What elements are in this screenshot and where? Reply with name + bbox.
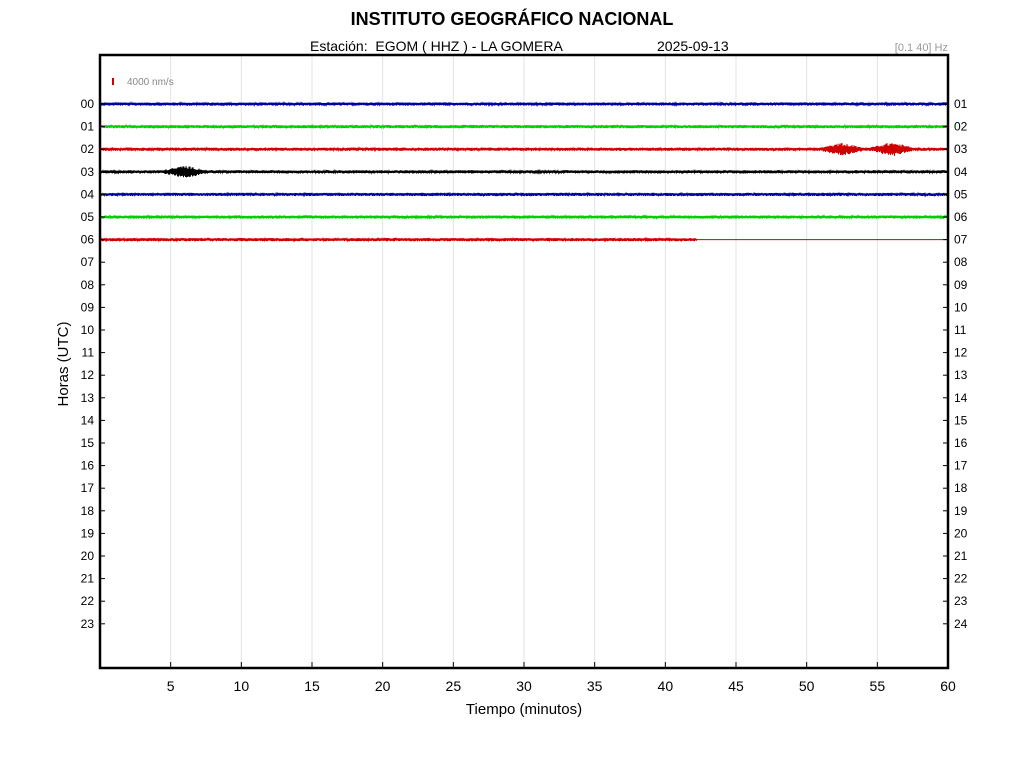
ytick-right-label: 10	[954, 300, 968, 314]
ytick-right-label: 23	[954, 594, 968, 608]
xtick-label: 45	[728, 678, 744, 694]
xtick-label: 5	[167, 678, 175, 694]
xtick-label: 25	[446, 678, 462, 694]
ytick-right-label: 24	[954, 617, 968, 631]
ytick-left-label: 07	[81, 255, 95, 269]
xtick-label: 40	[658, 678, 674, 694]
ytick-left-label: 00	[81, 97, 95, 111]
ytick-left-label: 16	[81, 459, 95, 473]
xtick-label: 55	[870, 678, 886, 694]
trace-hour-06	[99, 236, 697, 243]
ytick-left-label: 09	[81, 300, 95, 314]
trace-hour-03	[99, 166, 949, 178]
ytick-left-label: 03	[81, 165, 95, 179]
ytick-right-label: 14	[954, 391, 968, 405]
ytick-left-label: 17	[81, 481, 95, 495]
xtick-label: 30	[516, 678, 532, 694]
ytick-left-label: 21	[81, 572, 95, 586]
ytick-left-label: 08	[81, 278, 95, 292]
ytick-left-label: 22	[81, 594, 95, 608]
xtick-label: 50	[799, 678, 815, 694]
ytick-right-label: 01	[954, 97, 968, 111]
ytick-right-label: 09	[954, 278, 968, 292]
ytick-right-label: 12	[954, 346, 968, 360]
ytick-right-label: 19	[954, 504, 968, 518]
station-label: Estación: EGOM ( HHZ ) - LA GOMERA	[310, 38, 563, 54]
ytick-right-label: 15	[954, 413, 968, 427]
trace-hour-01	[99, 123, 949, 130]
xtick-label: 60	[940, 678, 956, 694]
ytick-right-label: 03	[954, 142, 968, 156]
ytick-left-label: 11	[82, 346, 95, 360]
ytick-right-label: 11	[954, 323, 967, 337]
ytick-left-label: 15	[81, 436, 95, 450]
ytick-left-label: 10	[81, 323, 95, 337]
ytick-left-label: 14	[81, 413, 95, 427]
xtick-label: 15	[304, 678, 320, 694]
ytick-right-label: 18	[954, 481, 968, 495]
y-axis-label: Horas (UTC)	[55, 321, 72, 406]
ytick-right-label: 04	[954, 165, 968, 179]
ytick-left-label: 05	[81, 210, 95, 224]
ytick-left-label: 06	[81, 233, 95, 247]
ytick-right-label: 17	[954, 459, 968, 473]
trace-hour-02	[99, 143, 949, 156]
ytick-right-label: 05	[954, 187, 968, 201]
ytick-right-label: 21	[954, 549, 968, 563]
ytick-right-label: 16	[954, 436, 968, 450]
ytick-right-label: 07	[954, 233, 968, 247]
xtick-label: 35	[587, 678, 603, 694]
date-label: 2025-09-13	[657, 38, 729, 54]
ytick-left-label: 13	[81, 391, 95, 405]
ytick-left-label: 01	[81, 120, 95, 134]
ytick-left-label: 18	[81, 504, 95, 518]
ytick-left-label: 02	[81, 142, 95, 156]
ytick-right-label: 22	[954, 572, 968, 586]
xtick-label: 10	[234, 678, 250, 694]
ytick-right-label: 06	[954, 210, 968, 224]
filter-label: [0.1 40] Hz	[894, 42, 948, 54]
trace-hour-05	[99, 214, 949, 220]
ytick-left-label: 12	[81, 368, 95, 382]
chart-title: INSTITUTO GEOGRÁFICO NACIONAL	[350, 9, 674, 29]
ytick-left-label: 20	[81, 549, 95, 563]
ytick-right-label: 13	[954, 368, 968, 382]
ytick-right-label: 20	[954, 526, 968, 540]
xtick-label: 20	[375, 678, 391, 694]
ytick-right-label: 08	[954, 255, 968, 269]
x-axis-label: Tiempo (minutos)	[466, 701, 582, 718]
ytick-left-label: 19	[81, 526, 95, 540]
trace-hour-04	[99, 191, 949, 198]
ytick-right-label: 02	[954, 120, 968, 134]
trace-hour-00	[99, 101, 949, 107]
scale-label: 4000 nm/s	[127, 77, 174, 88]
ytick-left-label: 23	[81, 617, 95, 631]
ytick-left-label: 04	[81, 187, 95, 201]
